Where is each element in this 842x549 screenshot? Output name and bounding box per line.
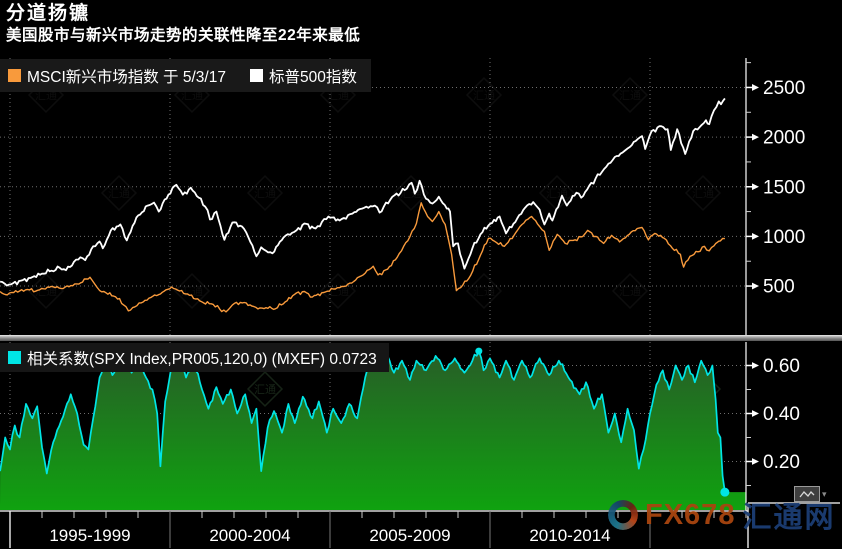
- svg-text:2500: 2500: [763, 78, 805, 99]
- svg-text:汇通: 汇通: [35, 89, 57, 102]
- svg-text:汇通: 汇通: [108, 187, 130, 200]
- legend-msci-em-label: MSCI新兴市场指数 于 5/3/17: [27, 68, 226, 86]
- svg-text:汇通: 汇通: [181, 89, 203, 102]
- svg-text:汇通: 汇通: [327, 89, 349, 102]
- svg-text:汇通: 汇通: [692, 187, 714, 200]
- svg-text:汇通: 汇通: [619, 285, 641, 298]
- legend-correlation: 相关系数(SPX Index,PR005,120,0) (MXEF) 0.072…: [8, 347, 377, 369]
- legend-sp500: 标普500指数: [249, 65, 357, 87]
- svg-text:汇通: 汇通: [473, 89, 495, 102]
- pane-splitter[interactable]: [0, 335, 842, 341]
- dropdown-caret-icon[interactable]: ▾: [822, 488, 827, 499]
- svg-text:1000: 1000: [763, 227, 805, 248]
- sp500-swatch-icon: [249, 69, 263, 82]
- svg-text:汇通: 汇通: [473, 285, 495, 298]
- svg-text:2000-2004: 2000-2004: [209, 526, 290, 545]
- zigzag-line-icon: [799, 490, 815, 497]
- chart-tool-icon[interactable]: [794, 486, 820, 502]
- top-chart-legend: MSCI新兴市场指数 于 5/3/17 标普500指数: [0, 59, 371, 92]
- svg-text:0.60: 0.60: [763, 356, 800, 377]
- svg-text:2000: 2000: [763, 128, 805, 149]
- page-subtitle: 美国股市与新兴市场走势的关联性降至22年来最低: [6, 27, 361, 44]
- svg-text:汇通: 汇通: [181, 285, 203, 298]
- svg-text:1995-1999: 1995-1999: [49, 526, 130, 545]
- svg-text:1500: 1500: [763, 177, 805, 198]
- svg-text:0.40: 0.40: [763, 404, 800, 425]
- legend-msci-em: MSCI新兴市场指数 于 5/3/17: [8, 65, 226, 87]
- page-title: 分道扬镳: [6, 3, 91, 24]
- svg-text:2010-2014: 2010-2014: [529, 526, 610, 545]
- legend-sp500-label: 标普500指数: [268, 68, 357, 86]
- svg-text:2005-2009: 2005-2009: [369, 526, 450, 545]
- title-block: 分道扬镳 美国股市与新兴市场走势的关联性降至22年来最低: [6, 2, 360, 46]
- svg-text:汇通: 汇通: [35, 285, 57, 298]
- svg-text:汇通: 汇通: [619, 89, 641, 102]
- svg-text:500: 500: [763, 277, 795, 298]
- correlation-legend: 相关系数(SPX Index,PR005,120,0) (MXEF) 0.072…: [0, 343, 389, 372]
- msci-em-swatch-icon: [8, 69, 21, 82]
- svg-text:0.20: 0.20: [763, 452, 800, 473]
- svg-text:汇通: 汇通: [254, 383, 276, 396]
- svg-text:汇通: 汇通: [546, 187, 568, 200]
- correlation-swatch-icon: [8, 351, 21, 364]
- chart-toolbox: ▾: [794, 486, 827, 502]
- legend-correlation-label: 相关系数(SPX Index,PR005,120,0) (MXEF) 0.072…: [27, 350, 377, 368]
- svg-text:汇通: 汇通: [254, 187, 276, 200]
